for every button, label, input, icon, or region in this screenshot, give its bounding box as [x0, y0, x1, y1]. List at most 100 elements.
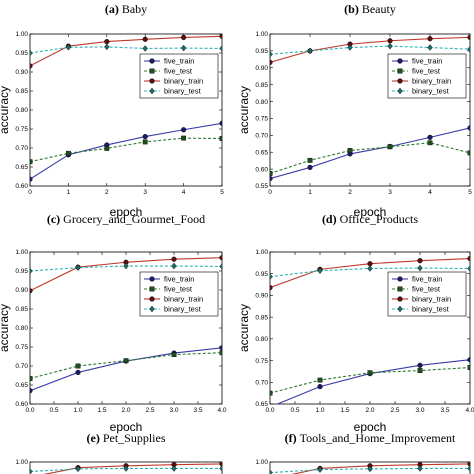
y-tick-label: 0.85 — [255, 314, 268, 321]
data-point-binary-test — [367, 265, 373, 272]
legend-label: binary_test — [164, 305, 202, 314]
data-point-binary-test — [180, 44, 187, 52]
data-point-five-train — [142, 134, 148, 140]
series-line-binary-train — [30, 35, 222, 67]
legend: five_trainfive_testbinary_trainbinary_te… — [387, 271, 467, 317]
data-point-binary-test — [347, 44, 353, 51]
data-point-five-test — [270, 171, 273, 176]
data-point-binary-test — [417, 264, 423, 272]
series-line-five-test — [30, 137, 222, 163]
chart-panel-c: (c) Grocery_and_Gourmet_Food 0.60 0.65 0.70… — [0, 212, 227, 434]
data-point-binary-test — [171, 262, 177, 270]
chart-panel-a: (a) Baby 0.60 0.65 0.70 0.75 0.80 0.85 0.90 0.95… — [0, 2, 224, 219]
legend-marker — [149, 276, 155, 282]
x-tick-label: 3.0 — [415, 407, 424, 414]
plot-area — [270, 462, 470, 474]
data-point-five-test — [417, 368, 423, 373]
data-point-binary-train — [30, 288, 33, 294]
data-point-five-test — [467, 365, 470, 370]
y-tick-label: 0.60 — [255, 166, 268, 173]
y-tick-label: 1.00 — [15, 459, 28, 466]
y-tick-label: 0.85 — [255, 82, 268, 89]
y-tick-label: 0.90 — [15, 69, 28, 76]
data-point-binary-test — [270, 469, 273, 474]
y-tick-label: 0.90 — [255, 65, 268, 72]
data-point-binary-test — [270, 273, 273, 281]
x-tick-label: 3.0 — [169, 407, 178, 414]
x-tick-label: 1.5 — [340, 407, 349, 414]
legend-marker — [149, 58, 155, 64]
data-point-binary-test — [467, 265, 470, 272]
legend-label: binary_train — [164, 295, 203, 304]
legend-marker — [149, 87, 155, 95]
legend-marker — [397, 286, 403, 292]
y-axis-label: accuracy — [237, 304, 251, 352]
x-axis-label: epoch — [354, 205, 387, 219]
x-tick-label: 1.5 — [97, 407, 106, 414]
x-tick-label: 1 — [67, 189, 71, 196]
x-tick-label: 3.5 — [440, 407, 449, 414]
panel-name: Office_Products — [340, 212, 419, 226]
data-point-binary-test — [123, 465, 129, 472]
chart-panel-f: (f) Tools_and_Home_Improvement 1.00 — [255, 431, 471, 474]
series-line-five-train — [270, 127, 470, 180]
panel-title: (e) Pet_Supplies — [87, 431, 166, 445]
data-point-binary-train — [387, 38, 393, 44]
panel-title: (c) Grocery_and_Gourmet_Food — [47, 212, 205, 226]
plot-area — [30, 34, 222, 182]
x-tick-label: 4.0 — [465, 407, 474, 414]
panel-letter: (a) — [105, 2, 122, 16]
x-axis-label: epoch — [354, 420, 387, 434]
data-point-binary-test — [30, 267, 33, 275]
y-tick-label: 0.60 — [15, 401, 28, 408]
x-tick-label: 3 — [143, 189, 147, 196]
plot-area — [30, 255, 222, 394]
y-tick-label: 1.00 — [255, 31, 268, 38]
legend-marker — [397, 58, 403, 64]
chart-panel-e: (e) Pet_Supplies 1.00 — [15, 431, 223, 474]
data-point-five-test — [219, 136, 222, 141]
data-point-five-train — [219, 345, 222, 351]
panel-name: Baby — [122, 2, 147, 16]
data-point-five-train — [317, 384, 323, 390]
y-tick-label: 0.90 — [15, 287, 28, 294]
data-point-five-train — [30, 388, 33, 394]
data-point-five-test — [123, 358, 129, 364]
data-point-binary-test — [467, 45, 470, 53]
panel-letter: (f) — [285, 431, 300, 445]
data-point-binary-train — [467, 34, 470, 40]
y-tick-label: 0.65 — [15, 382, 28, 389]
series-line-binary-test — [270, 45, 470, 55]
data-point-binary-train — [467, 255, 470, 262]
series-line-five-train — [30, 122, 222, 180]
x-tick-label: 0 — [28, 189, 32, 196]
data-point-binary-test — [219, 263, 222, 270]
data-point-five-test — [427, 140, 433, 146]
y-tick-label: 0.80 — [15, 107, 28, 114]
legend-marker — [149, 286, 155, 292]
y-tick-label: 0.95 — [255, 271, 268, 278]
legend: five_trainfive_testbinary_trainbinary_te… — [387, 53, 467, 99]
y-tick-label: 0.95 — [15, 268, 28, 275]
data-point-binary-train — [30, 63, 33, 69]
x-tick-label: 1 — [308, 189, 312, 196]
y-tick-label: 1.00 — [15, 249, 28, 256]
legend-label: five_test — [412, 285, 441, 294]
data-point-five-train — [30, 176, 33, 182]
y-tick-label: 0.90 — [255, 293, 268, 300]
legend-label: five_test — [412, 67, 441, 76]
data-point-five-test — [65, 150, 71, 156]
x-tick-label: 0.0 — [265, 407, 274, 414]
data-point-binary-test — [171, 465, 177, 472]
x-tick-label: 3 — [388, 189, 392, 196]
data-point-binary-test — [75, 264, 81, 271]
data-point-binary-test — [219, 45, 222, 52]
y-tick-label: 0.75 — [15, 126, 28, 133]
legend-marker — [149, 296, 155, 302]
data-point-binary-test — [307, 47, 313, 55]
panel-title: (b) Beauty — [344, 2, 396, 16]
legend-label: five_test — [164, 67, 193, 76]
data-point-five-train — [181, 127, 187, 133]
panel-letter: (b) — [344, 2, 362, 16]
x-tick-label: 0.0 — [25, 407, 34, 414]
